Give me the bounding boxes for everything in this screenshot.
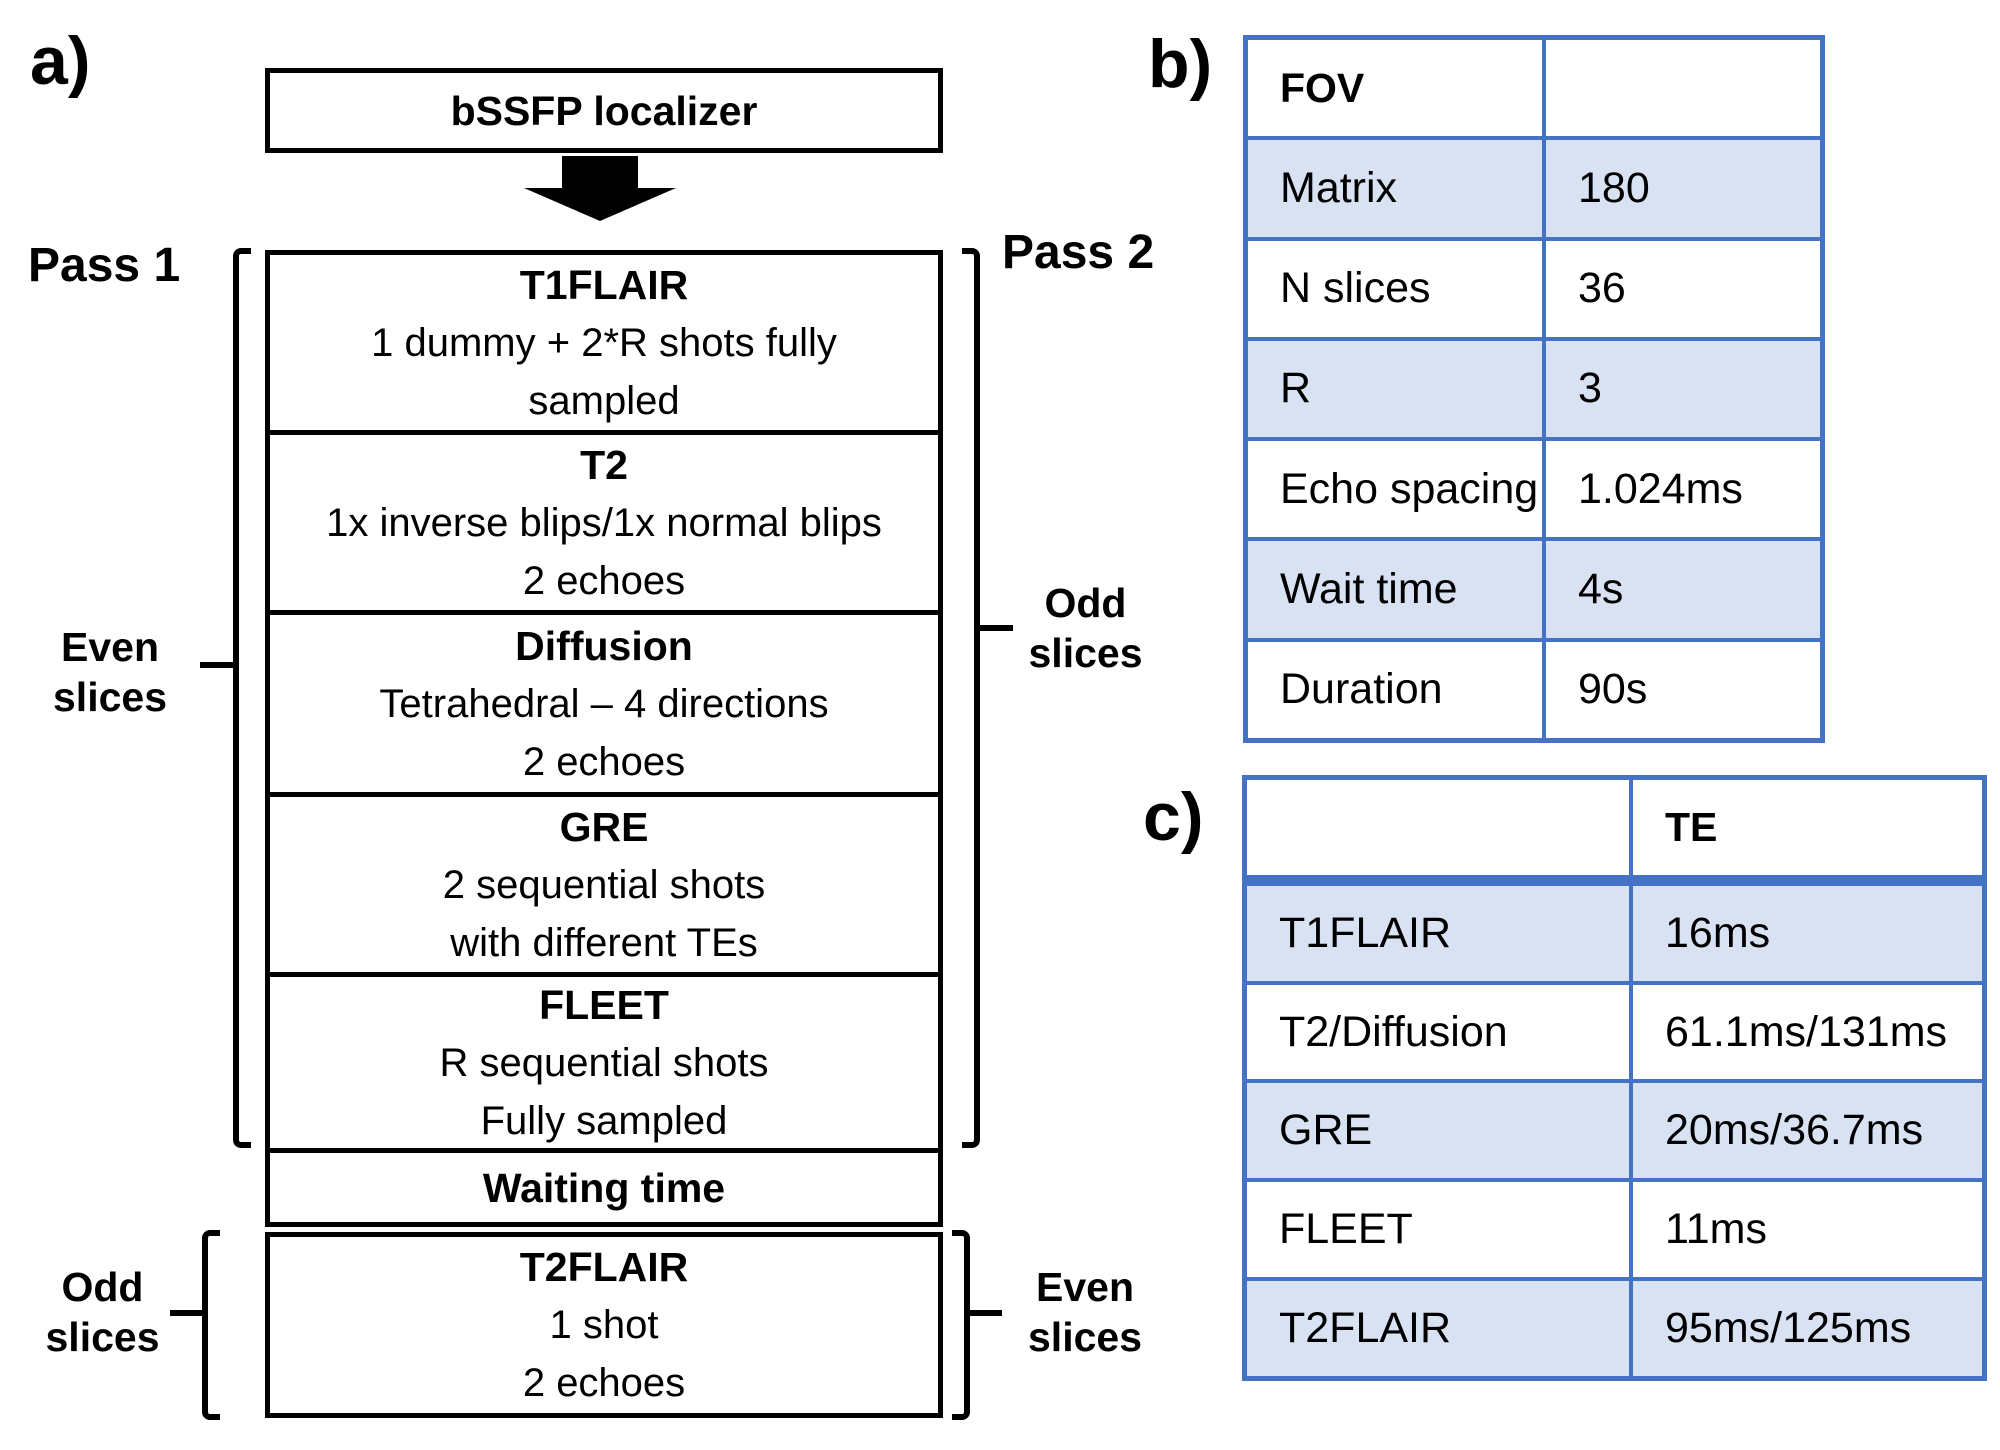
even-slices-bottom-bracket bbox=[952, 1230, 970, 1420]
fleet-block: FLEET R sequential shots Fully sampled bbox=[265, 972, 943, 1153]
table-row: R 3 bbox=[1248, 340, 1820, 442]
even-slices-left-label: Even slices bbox=[53, 624, 167, 720]
odd-slices-bottom-tick bbox=[170, 1310, 204, 1316]
waiting-time-box: Waiting time bbox=[265, 1148, 943, 1227]
odd-slices-bottom-label: Odd slices bbox=[45, 1264, 160, 1360]
diffusion-block: Diffusion Tetrahedral – 4 directions 2 e… bbox=[265, 610, 943, 797]
table-row: T1FLAIR 16ms bbox=[1247, 885, 1982, 985]
odd-slices-right-tick bbox=[979, 625, 1013, 631]
table-row: Matrix 180 bbox=[1248, 140, 1820, 241]
table-row: Echo spacing 1.024ms bbox=[1248, 441, 1820, 542]
table-row: Wait time 4s bbox=[1248, 541, 1820, 642]
down-arrow-icon bbox=[562, 156, 638, 188]
table-row: T2/Diffusion 61.1ms/131ms bbox=[1247, 984, 1982, 1084]
table-row: T2FLAIR 95ms/125ms bbox=[1247, 1281, 1982, 1376]
table-row: FOV bbox=[1248, 40, 1820, 141]
t2-block: T2 1x inverse blips/1x normal blips 2 ec… bbox=[265, 430, 943, 615]
pass2-bracket bbox=[962, 248, 980, 1148]
even-slices-bottom-tick bbox=[968, 1310, 1002, 1316]
table-row: FLEET 11ms bbox=[1247, 1182, 1982, 1282]
echo-times-table: TE T1FLAIR 16ms T2/Diffusion 61.1ms/131m… bbox=[1242, 775, 1987, 1381]
panel-b-label: b) bbox=[1148, 26, 1213, 102]
table-row: N slices 36 bbox=[1248, 240, 1820, 341]
table-row: Duration 90s bbox=[1248, 641, 1820, 738]
bssfp-localizer-title: bSSFP localizer bbox=[450, 87, 758, 134]
even-slices-left-tick bbox=[200, 662, 234, 668]
panel-a-label: a) bbox=[30, 23, 91, 99]
panel-c-label: c) bbox=[1143, 779, 1204, 855]
table-header-row: TE bbox=[1247, 780, 1982, 886]
pass1-label: Pass 1 bbox=[28, 239, 181, 292]
table-row: GRE 20ms/36.7ms bbox=[1247, 1083, 1982, 1183]
down-arrow-head-icon bbox=[524, 188, 676, 221]
pass2-label: Pass 2 bbox=[1002, 226, 1155, 279]
even-slices-bottom-label: Even slices bbox=[1028, 1264, 1142, 1360]
pass1-bracket bbox=[233, 248, 251, 1148]
t2flair-bottom-block: T2FLAIR 1 shot 2 echoes bbox=[265, 1232, 943, 1418]
odd-slices-bottom-bracket bbox=[202, 1230, 220, 1420]
odd-slices-right-label: Odd slices bbox=[1028, 580, 1143, 676]
bssfp-localizer-box: bSSFP localizer bbox=[265, 68, 943, 153]
gre-block: GRE 2 sequential shots with different TE… bbox=[265, 792, 943, 977]
t1flair-block: T1FLAIR 1 dummy + 2*R shots fully sample… bbox=[265, 250, 943, 435]
acquisition-parameters-table: FOV Matrix 180 N slices 36 R 3 Echo spac… bbox=[1243, 35, 1825, 743]
